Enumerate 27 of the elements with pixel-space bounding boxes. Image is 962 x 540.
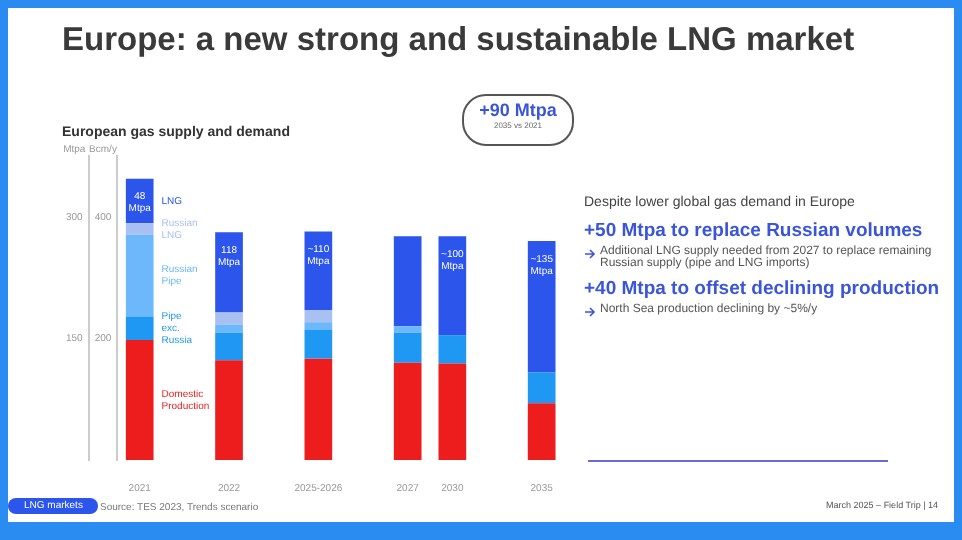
bar	[125, 316, 154, 341]
bar	[215, 312, 243, 325]
bar	[438, 236, 467, 336]
bar	[527, 403, 556, 460]
text: +50 Mtpa to replace Russian volumes	[584, 220, 925, 242]
bar	[393, 332, 422, 363]
bar	[527, 241, 556, 373]
bar	[393, 326, 422, 333]
text: +40 Mtpa to offset declining production	[584, 278, 942, 300]
bar	[215, 324, 243, 333]
bar	[304, 329, 333, 359]
bar	[304, 322, 333, 330]
bar	[304, 358, 333, 460]
bar	[393, 362, 422, 460]
bar	[125, 340, 154, 460]
bar	[304, 310, 333, 323]
bar	[125, 234, 154, 317]
bar	[215, 232, 243, 313]
bar	[125, 223, 154, 235]
bar	[215, 332, 243, 361]
bar	[438, 335, 467, 364]
bar	[215, 360, 243, 460]
text: +90 Mtpa	[477, 100, 559, 120]
bar	[438, 363, 467, 460]
chart-title: Europe: a new strong and sustainable LNG market	[62, 22, 855, 60]
bar	[393, 236, 422, 327]
bar	[527, 372, 556, 404]
